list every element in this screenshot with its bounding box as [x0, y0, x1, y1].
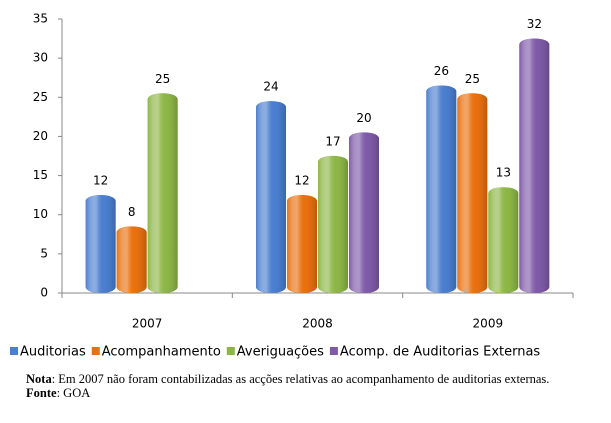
value-label: 17	[325, 134, 340, 148]
bar-shine	[457, 93, 488, 294]
y-tick-label: 10	[33, 207, 48, 221]
legend-label: Auditorias	[20, 345, 86, 360]
x-tick-label: 2009	[473, 317, 504, 331]
bar-shine	[318, 155, 348, 293]
bar-shine	[287, 195, 317, 293]
bar-shine	[85, 195, 116, 293]
legend-swatch	[226, 347, 235, 355]
note-text: : Em 2007 não foram contabilizadas as ac…	[51, 372, 550, 386]
legend-label: Averiguações	[237, 345, 324, 360]
legend-swatch	[91, 347, 100, 355]
value-label: 12	[93, 174, 108, 188]
note: Nota: Em 2007 não foram contabilizadas a…	[26, 372, 606, 400]
note-label: Nota	[26, 372, 52, 386]
x-tick-label: 2007	[132, 317, 163, 331]
legend-label: Acomp. de Auditorias Externas	[340, 345, 541, 360]
bar-shine	[147, 93, 178, 294]
value-label: 8	[128, 205, 136, 219]
bar-shine	[116, 226, 147, 293]
value-label: 25	[155, 72, 170, 86]
bar-shine	[426, 85, 457, 293]
value-label: 25	[465, 72, 480, 86]
value-label: 13	[496, 166, 511, 180]
chart: 0 5 10 15 20 25 30 35 2007 12 8 25 2008 24 12 17 20 2009 2…	[10, 12, 574, 360]
value-label: 32	[527, 17, 542, 31]
bar-shine	[488, 187, 519, 293]
source-label: Fonte	[26, 386, 57, 400]
legend-label: Acompanhamento	[102, 345, 221, 360]
legend-swatch	[329, 347, 338, 355]
value-label: 20	[356, 111, 371, 125]
bar-shine	[519, 38, 550, 293]
y-tick-label: 35	[33, 12, 48, 26]
y-tick-label: 15	[33, 168, 48, 182]
x-tick-label: 2008	[302, 317, 333, 331]
y-tick-label: 5	[40, 246, 48, 260]
legend-swatch	[10, 347, 18, 355]
y-tick-label: 25	[33, 90, 48, 104]
y-tick-label: 20	[33, 129, 48, 143]
bar-shine	[256, 101, 286, 293]
value-label: 12	[294, 174, 309, 188]
source-text: : GOA	[56, 386, 91, 400]
y-tick-label: 0	[40, 286, 48, 300]
bar-shine	[349, 132, 379, 293]
value-label: 24	[263, 80, 278, 94]
y-tick-label: 30	[33, 51, 48, 65]
value-label: 26	[434, 64, 449, 78]
